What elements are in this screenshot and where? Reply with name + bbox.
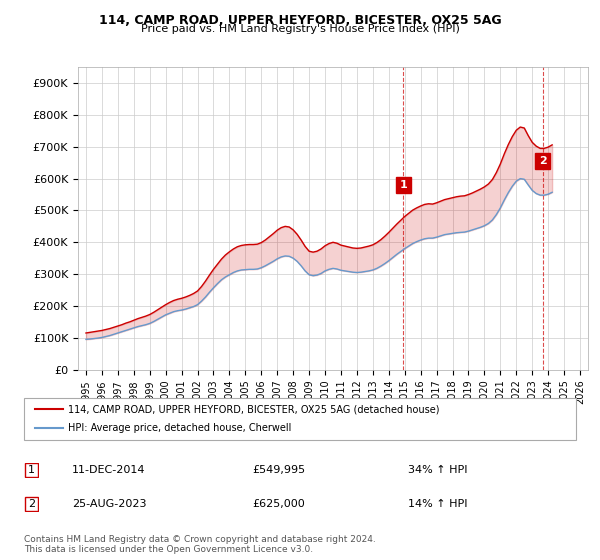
Text: 25-AUG-2023: 25-AUG-2023: [72, 499, 146, 509]
Text: 2: 2: [28, 499, 35, 509]
Text: 34% ↑ HPI: 34% ↑ HPI: [408, 465, 467, 475]
Text: 114, CAMP ROAD, UPPER HEYFORD, BICESTER, OX25 5AG: 114, CAMP ROAD, UPPER HEYFORD, BICESTER,…: [98, 14, 502, 27]
Text: 2: 2: [539, 156, 547, 166]
FancyBboxPatch shape: [25, 463, 38, 478]
Text: 14% ↑ HPI: 14% ↑ HPI: [408, 499, 467, 509]
Text: 114, CAMP ROAD, UPPER HEYFORD, BICESTER, OX25 5AG (detached house): 114, CAMP ROAD, UPPER HEYFORD, BICESTER,…: [68, 404, 440, 414]
Text: 1: 1: [400, 180, 407, 190]
Text: 1: 1: [28, 465, 35, 475]
Text: Price paid vs. HM Land Registry's House Price Index (HPI): Price paid vs. HM Land Registry's House …: [140, 24, 460, 34]
Text: 11-DEC-2014: 11-DEC-2014: [72, 465, 146, 475]
Text: HPI: Average price, detached house, Cherwell: HPI: Average price, detached house, Cher…: [68, 423, 292, 433]
Text: Contains HM Land Registry data © Crown copyright and database right 2024.
This d: Contains HM Land Registry data © Crown c…: [24, 535, 376, 554]
FancyBboxPatch shape: [25, 497, 38, 511]
Text: £625,000: £625,000: [252, 499, 305, 509]
FancyBboxPatch shape: [24, 398, 576, 440]
Text: £549,995: £549,995: [252, 465, 305, 475]
